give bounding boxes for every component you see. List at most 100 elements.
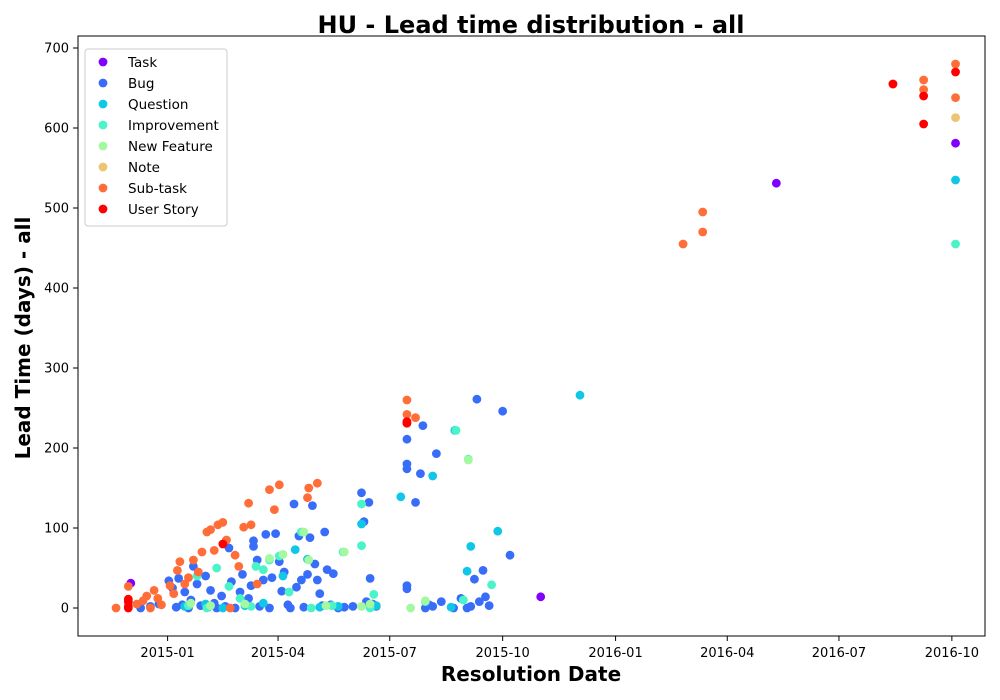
data-point [197, 547, 207, 557]
data-point [284, 587, 294, 597]
data-point [206, 586, 215, 595]
data-point [402, 464, 412, 474]
data-point [919, 119, 929, 129]
data-point [146, 603, 155, 613]
y-tick-label: 700 [44, 42, 69, 57]
data-point [365, 574, 375, 583]
data-point [265, 485, 274, 494]
data-point [265, 603, 274, 613]
data-point [123, 582, 133, 591]
legend-label: Task [127, 55, 157, 71]
legend-label: User Story [128, 202, 199, 218]
data-point [217, 591, 227, 601]
data-point [312, 478, 322, 488]
x-tick-label: 2015-07 [363, 646, 417, 661]
data-point [369, 590, 379, 599]
data-point [451, 426, 461, 435]
data-point [498, 406, 508, 416]
series-new-feature [186, 455, 473, 613]
data-point [296, 575, 306, 585]
data-point [153, 594, 163, 603]
x-axis-title: Resolution Date [441, 662, 621, 686]
data-point [267, 573, 277, 582]
data-point [919, 91, 929, 101]
data-point [411, 498, 420, 507]
data-point [357, 519, 366, 529]
data-point [252, 579, 262, 589]
data-point [299, 527, 309, 537]
data-point [303, 493, 312, 502]
data-point [299, 602, 309, 612]
data-point [951, 67, 960, 77]
data-point [327, 601, 337, 610]
x-tick-label: 2016-10 [925, 646, 979, 661]
data-point [951, 113, 960, 122]
y-tick-label: 300 [44, 362, 69, 377]
data-point [165, 581, 175, 590]
data-point [420, 596, 430, 606]
legend-label: Note [128, 160, 160, 176]
data-point [428, 471, 438, 481]
data-point [357, 602, 366, 611]
data-point [235, 587, 245, 597]
data-point [111, 603, 121, 613]
data-point [290, 545, 300, 554]
data-point [411, 413, 420, 422]
data-point [186, 598, 196, 608]
data-point [218, 539, 228, 549]
legend-label: Question [128, 97, 188, 113]
data-point [224, 582, 234, 591]
data-point [478, 566, 488, 575]
data-point [169, 589, 179, 598]
x-tick-label: 2016-07 [812, 646, 866, 661]
data-point [249, 536, 258, 546]
data-point [218, 518, 228, 527]
data-point [951, 138, 960, 148]
data-point [312, 575, 322, 585]
data-point [193, 567, 203, 577]
y-axis: 0 100 200 300 400 500 600 700 [44, 42, 78, 617]
data-point [575, 390, 585, 400]
data-point [174, 574, 184, 583]
data-point [487, 580, 497, 590]
data-point [244, 498, 254, 508]
data-point [278, 550, 288, 559]
data-point [180, 579, 190, 589]
data-point [698, 227, 708, 237]
data-point [212, 563, 222, 573]
legend-label: Improvement [128, 118, 219, 134]
data-point [306, 603, 316, 613]
legend-marker [98, 57, 108, 67]
legend-label: Sub-task [128, 181, 187, 197]
data-point [402, 418, 412, 428]
data-point [357, 488, 366, 498]
legend-marker [98, 120, 108, 130]
data-point [188, 555, 198, 565]
data-point [416, 469, 425, 478]
data-point [919, 75, 929, 85]
plot-frame [77, 35, 986, 637]
data-point [258, 565, 268, 574]
data-point [357, 499, 366, 509]
data-point [246, 520, 256, 530]
data-point [269, 505, 279, 514]
y-tick-label: 400 [44, 282, 69, 297]
data-point [320, 527, 330, 537]
data-point [289, 499, 299, 509]
data-point [292, 582, 301, 592]
data-point [458, 595, 468, 605]
data-point [470, 574, 479, 584]
data-point [206, 525, 215, 534]
data-point [258, 598, 268, 608]
legend-label: Bug [128, 76, 154, 92]
data-point [431, 449, 441, 458]
data-point [402, 434, 412, 444]
legend: Task Bug Question Improvement New Feature Not… [84, 48, 228, 227]
data-point [206, 601, 215, 610]
data-point [271, 529, 280, 538]
y-tick-label: 200 [44, 442, 69, 457]
data-point [402, 395, 412, 405]
data-point [481, 592, 490, 602]
data-point [484, 601, 494, 610]
data-point [285, 603, 295, 613]
